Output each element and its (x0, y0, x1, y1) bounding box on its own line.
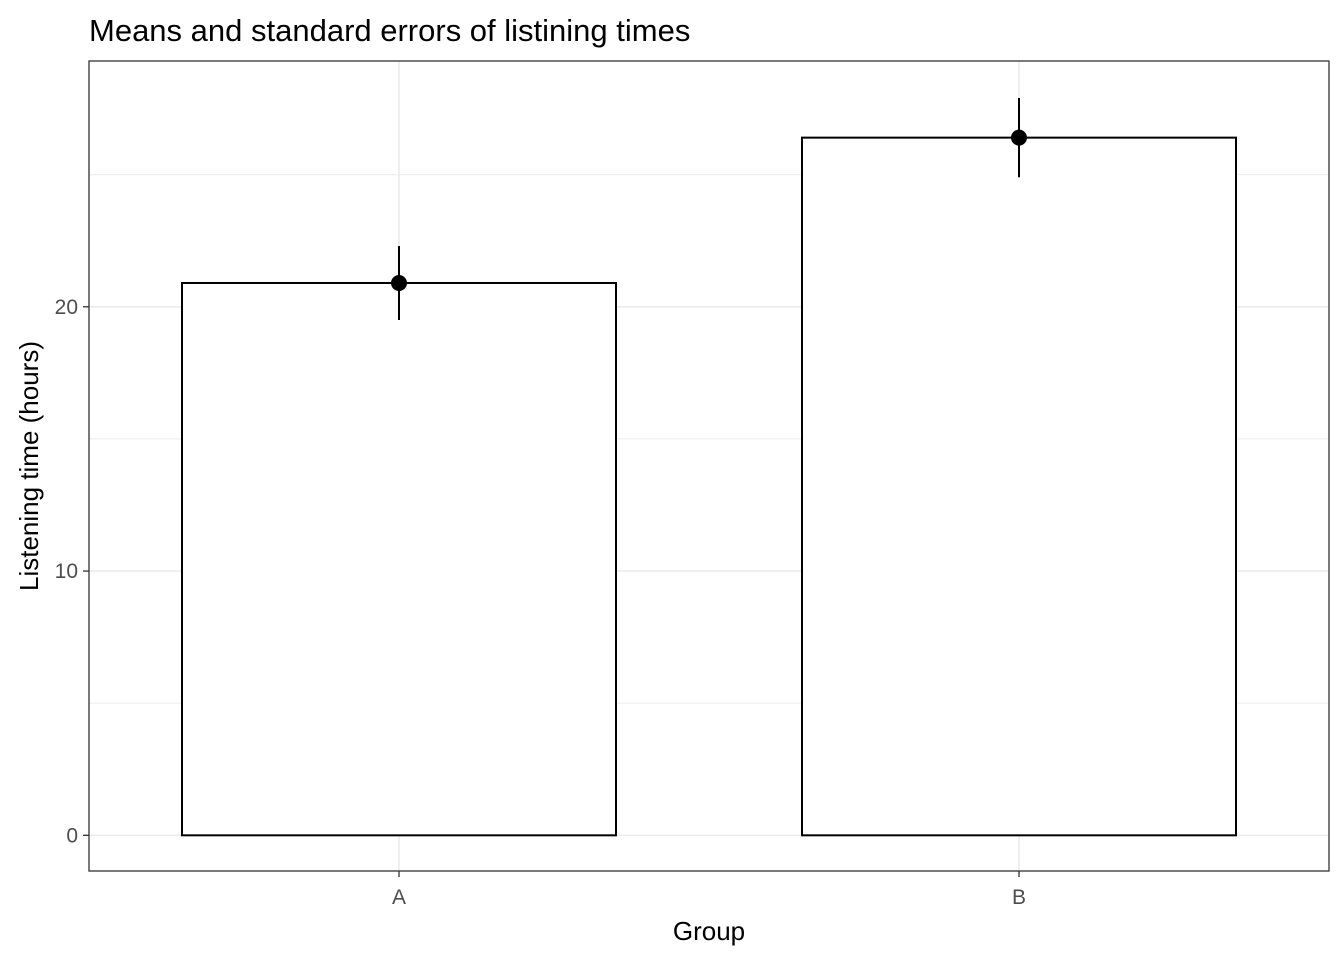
axes: 0 10 20 A B (55, 296, 1026, 909)
mean-point-B (1011, 129, 1027, 146)
mean-points (391, 129, 1027, 291)
bars (181, 136, 1237, 837)
panel-border (88, 60, 1330, 872)
y-axis-title: Listening time (hours) (14, 341, 44, 591)
x-axis-title: Group (673, 916, 745, 946)
mean-point-A (391, 274, 407, 291)
x-tick-label: A (392, 886, 406, 909)
y-tick-label: 10 (55, 560, 78, 583)
y-tick-label: 20 (55, 296, 78, 319)
bar-B (801, 136, 1237, 837)
bar-A (181, 281, 617, 837)
x-tick-label: B (1012, 886, 1026, 909)
y-tick-label: 0 (66, 824, 78, 847)
chart-title: Means and standard errors of listining t… (89, 13, 690, 48)
